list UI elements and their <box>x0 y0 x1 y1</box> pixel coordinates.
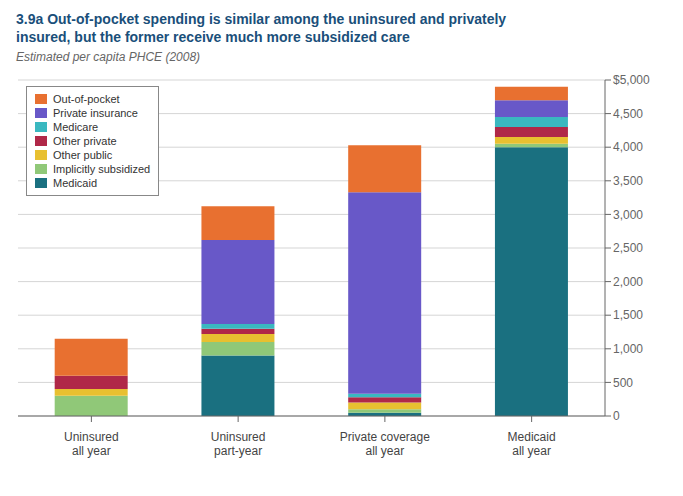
svg-text:4,500: 4,500 <box>613 107 643 121</box>
svg-text:4,000: 4,000 <box>613 140 643 154</box>
svg-text:0: 0 <box>613 409 620 423</box>
html-text:Other public: Other public <box>53 149 113 161</box>
html-text:Out-of-pocket: Out-of-pocket <box>53 93 120 105</box>
svg-text:Uninsuredall year: Uninsuredall year <box>64 430 119 458</box>
html-text:Implicitly subsidized: Implicitly subsidized <box>53 163 151 175</box>
html-text:insured, but the former receiv: insured, but the former receive much mor… <box>16 29 410 45</box>
svg-text:2,000: 2,000 <box>613 275 643 289</box>
svg-text:Uninsuredpart-year: Uninsuredpart-year <box>211 430 266 458</box>
svg-text:2,500: 2,500 <box>613 241 643 255</box>
html-text:Medicare: Medicare <box>53 121 99 133</box>
html-text:3.9a Out-of-pocket spending is: 3.9a Out-of-pocket spending is similar a… <box>16 11 507 27</box>
svg-text:1,500: 1,500 <box>613 308 643 322</box>
html-text:Private insurance: Private insurance <box>53 107 138 119</box>
html-text:Other private: Other private <box>53 135 117 147</box>
svg-text:Private coverageall year: Private coverageall year <box>340 430 430 458</box>
svg-text:500: 500 <box>613 376 633 390</box>
html-text:Estimated per capita PHCE (200: Estimated per capita PHCE (2008) <box>16 50 201 64</box>
html-text:Medicaid: Medicaid <box>53 177 97 189</box>
svg-text:Medicaidall year: Medicaidall year <box>508 430 556 458</box>
svg-text:1,000: 1,000 <box>613 342 643 356</box>
svg-text:3,000: 3,000 <box>613 208 643 222</box>
svg-text:$5,000: $5,000 <box>613 73 650 87</box>
svg-text:3,500: 3,500 <box>613 174 643 188</box>
